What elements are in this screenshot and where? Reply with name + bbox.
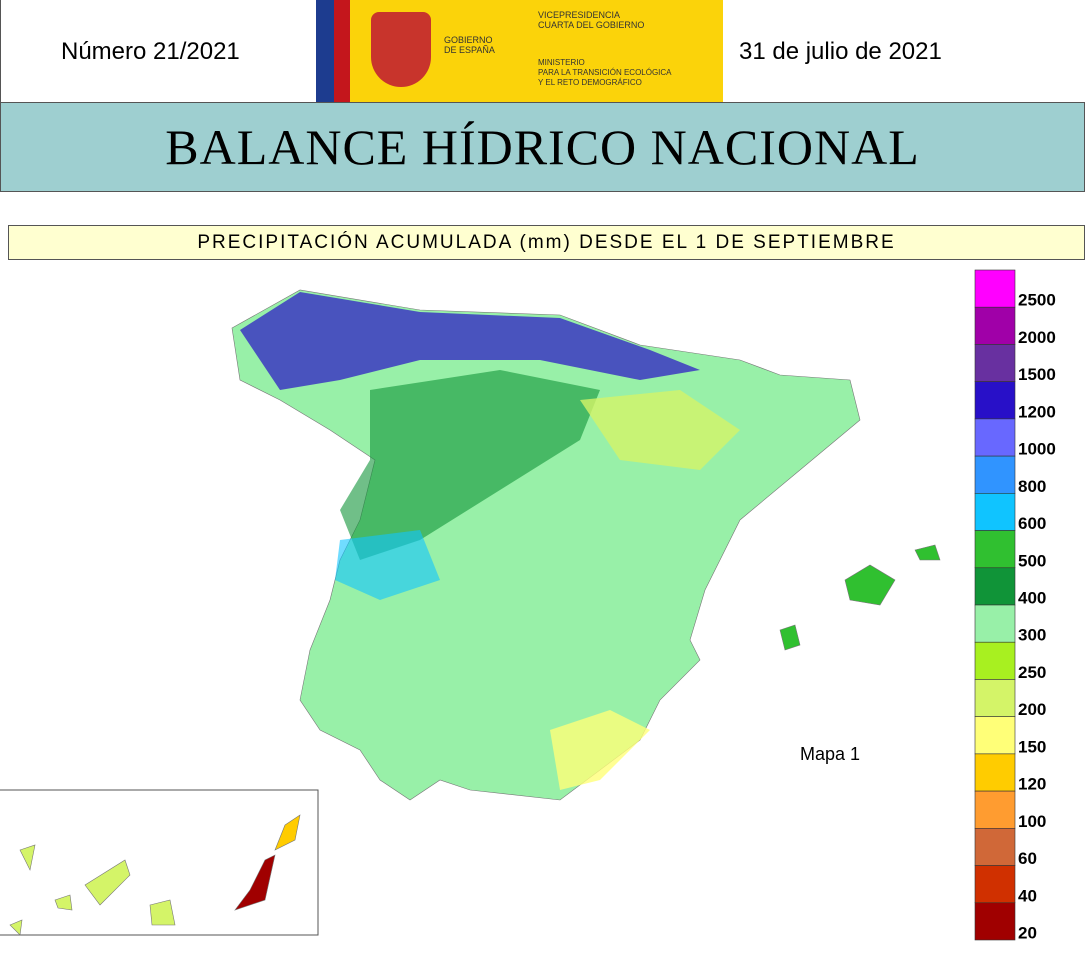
legend-label: 200: [1018, 700, 1046, 719]
vice-text: VICEPRESIDENCIA CUARTA DEL GOBIERNO: [538, 10, 644, 30]
legend-label: 40: [1018, 886, 1037, 905]
lanzarote: [274, 814, 301, 851]
legend-label: 500: [1018, 551, 1046, 570]
balearic-islands: [779, 544, 941, 651]
legend-swatch: [974, 418, 1016, 457]
map: Mapa 1 2500 2000 1500 1200 1000 800 600 500 400 3…: [0, 269, 1056, 942]
bulletin-date: 31 de julio de 2021: [739, 38, 942, 65]
gov-text: GOBIERNO DE ESPAÑA: [444, 35, 495, 55]
fuerteventura: [234, 854, 276, 911]
legend-label: 150: [1018, 737, 1046, 756]
legend-swatch: [974, 902, 1016, 941]
precip-zone-west: [335, 530, 440, 600]
legend-swatch: [974, 381, 1016, 420]
subtitle-band: PRECIPITACIÓN ACUMULADA (mm) DESDE EL 1 …: [8, 225, 1085, 260]
precip-zone-yellow: [580, 390, 740, 470]
legend-label: 2000: [1018, 328, 1056, 347]
flag-eu: [316, 0, 334, 102]
legend-swatch: [974, 493, 1016, 531]
precip-zone-southeast: [550, 710, 650, 790]
legend-swatch: [974, 455, 1016, 494]
legend-label: 20: [1018, 923, 1037, 942]
legend-swatch: [974, 641, 1016, 680]
legend-label: 1200: [1018, 402, 1056, 421]
map-label: Mapa 1: [800, 744, 860, 764]
ministry-line: MINISTERIO: [538, 58, 585, 67]
legend-swatch: [974, 344, 1016, 382]
legend-label: 300: [1018, 626, 1046, 645]
header: Número 21/2021 GOBIERNO DE ESPAÑA VICEPRE…: [0, 0, 1085, 102]
canary-islands: [9, 844, 176, 936]
legend-label: 250: [1018, 663, 1046, 682]
legend-swatch: [974, 269, 1016, 308]
ministry-line: PARA LA TRANSICIÓN ECOLÓGICA: [538, 68, 672, 77]
title-band: BALANCE HÍDRICO NACIONAL: [0, 102, 1085, 192]
legend-swatch: [974, 753, 1016, 792]
legend-swatch: [974, 604, 1016, 643]
gov-line: GOBIERNO: [444, 35, 493, 45]
coat-of-arms: [371, 12, 431, 87]
legend-swatch: [974, 567, 1016, 606]
gov-line: DE ESPAÑA: [444, 45, 495, 55]
legend-label: 1000: [1018, 440, 1056, 459]
precip-zone-north: [240, 292, 700, 390]
legend-swatch: [974, 306, 1016, 345]
vice-line: VICEPRESIDENCIA: [538, 10, 621, 20]
legend-label: 600: [1018, 514, 1046, 533]
legend-label: 800: [1018, 477, 1046, 496]
vice-line: CUARTA DEL GOBIERNO: [538, 20, 645, 30]
ministry-text: MINISTERIO PARA LA TRANSICIÓN ECOLÓGICA Y …: [538, 58, 672, 88]
legend-swatch: [974, 679, 1016, 717]
legend-label: 100: [1018, 812, 1046, 831]
legend-swatch: [974, 790, 1016, 829]
legend-swatch: [974, 865, 1016, 904]
legend-label: 120: [1018, 775, 1046, 794]
ministry-line: Y EL RETO DEMOGRÁFICO: [538, 78, 642, 87]
legend-label: 400: [1018, 588, 1046, 607]
legend-swatch: [974, 716, 1016, 755]
logo: GOBIERNO DE ESPAÑA VICEPRESIDENCIA CUARTA …: [316, 0, 723, 102]
legend-label: 2500: [1018, 291, 1056, 310]
legend-swatch: [974, 530, 1016, 569]
legend-label: 1500: [1018, 365, 1056, 384]
legend-label: 60: [1018, 849, 1037, 868]
flag-es: [334, 0, 350, 102]
bulletin-number: Número 21/2021: [61, 38, 240, 65]
precip-zone-green: [340, 370, 600, 560]
legend-swatch: [974, 828, 1016, 866]
canary-inset: [0, 789, 319, 936]
